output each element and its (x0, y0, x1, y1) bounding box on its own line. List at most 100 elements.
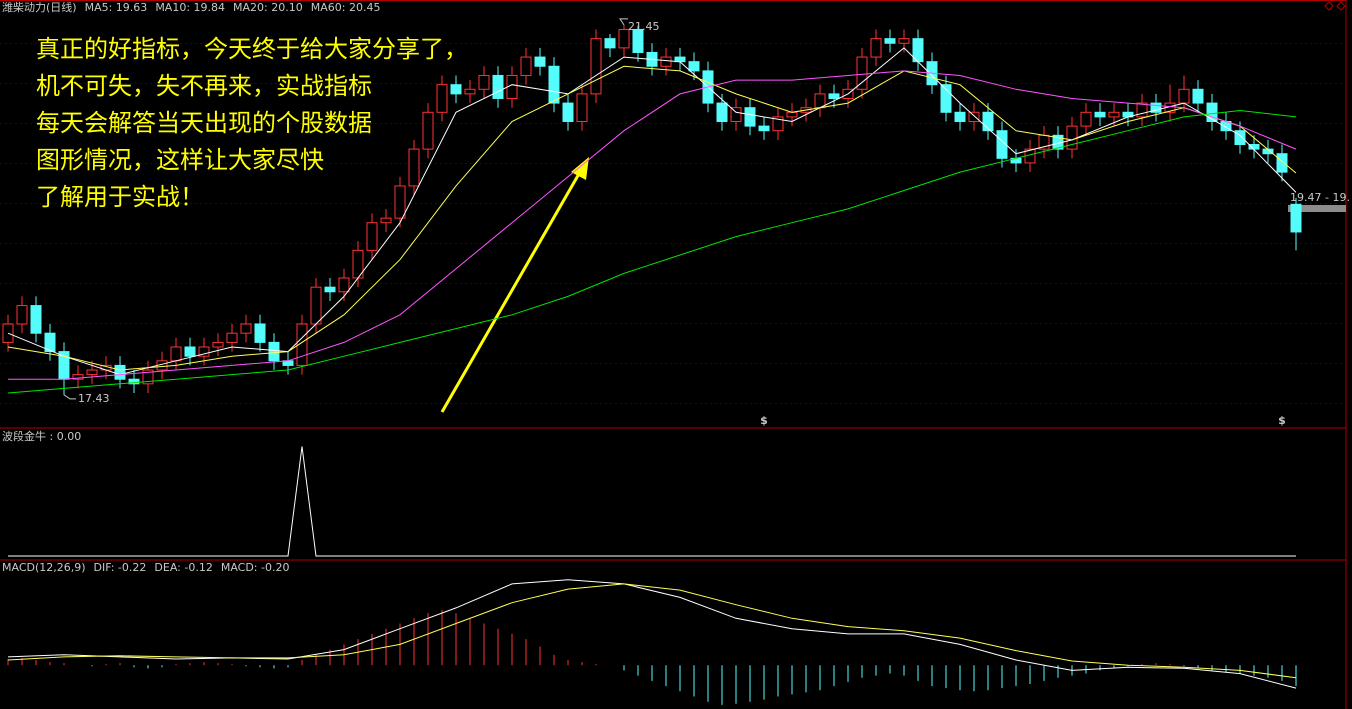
candle-body (2, 323, 14, 343)
ma-line (7, 65, 1297, 371)
candle-body (982, 111, 994, 132)
candle-body (1136, 102, 1148, 118)
candle-body (310, 286, 322, 325)
candle-body (184, 346, 196, 357)
candle-body (1234, 130, 1246, 146)
candle-body (380, 217, 392, 224)
candle-body (562, 102, 574, 122)
candle-body (758, 125, 770, 132)
candle-body (1248, 144, 1260, 150)
candle-body (786, 111, 798, 118)
candle-body (240, 323, 252, 334)
overlay-line: 真正的好指标，今天终于给大家分享了， (36, 35, 468, 63)
candle-body (954, 111, 966, 122)
candle-body (408, 148, 420, 187)
candle-body (996, 130, 1008, 159)
candle-body (212, 341, 224, 348)
candle-body (114, 364, 126, 380)
candle-body (16, 305, 28, 325)
legend-entry: MA60: 20.45 (311, 1, 381, 14)
candle-body (198, 346, 210, 357)
candle-body (772, 116, 784, 132)
overlay-line: 机不可失，失不再来，实战指标 (36, 72, 372, 100)
candle-body (464, 88, 476, 95)
candle-body (478, 74, 490, 90)
candle-body (30, 305, 42, 334)
low-leader (63, 394, 76, 400)
candle-body (1108, 111, 1120, 118)
candle-body (436, 84, 448, 113)
candle-body (170, 346, 182, 362)
candle-body (226, 332, 238, 343)
candle-body (1150, 102, 1162, 113)
candle-body (632, 28, 644, 53)
candle-body (72, 374, 84, 380)
legend-entry: MA5: 19.63 (85, 1, 148, 14)
ma-line (8, 70, 1297, 380)
price-tag-bar (1288, 205, 1346, 212)
macd-line (7, 583, 1297, 679)
indicator-line (8, 446, 1296, 557)
candle-body (576, 93, 588, 122)
legend-entry: DEA: -0.12 (154, 561, 212, 574)
candle-body (520, 56, 532, 76)
candle-body (296, 323, 308, 366)
candle-body (1094, 111, 1106, 118)
ma-line (7, 109, 1297, 394)
signal-mark: $ (760, 414, 768, 427)
candle-body (1192, 88, 1204, 104)
candle-body (450, 84, 462, 95)
price-tag: 19.47 - 19. (1290, 191, 1350, 204)
legend-entry: 潍柴动力(日线) (2, 0, 77, 14)
candle-body (716, 102, 728, 122)
candle-body (422, 111, 434, 150)
panel-title: 波段金牛 : 0.00 (2, 429, 81, 443)
candle-body (366, 222, 378, 251)
candle-body (86, 369, 98, 376)
overlay-text: 真正的好指标，今天终于给大家分享了， 机不可失，失不再来，实战指标每天会解答当天出… (36, 35, 468, 211)
signal-mark: $ (1278, 414, 1286, 427)
candle-body (1178, 88, 1190, 104)
overlay-line: 每天会解答当天出现的个股数据 (36, 109, 372, 137)
legend-entry: MACD(12,26,9) (2, 561, 86, 574)
candle-body (730, 107, 742, 122)
high-label: 21.45 (628, 20, 660, 33)
candle-body (394, 185, 406, 219)
candle-body (142, 369, 154, 385)
low-label: 17.43 (78, 392, 110, 405)
candle-body (618, 28, 630, 49)
overlay-line: 了解用于实战！ (36, 183, 204, 211)
candle-body (492, 74, 504, 99)
candle-body (884, 38, 896, 44)
candle-body (1206, 102, 1218, 122)
window-icons[interactable] (1324, 1, 1346, 11)
candle-body (590, 38, 602, 95)
legend-entry: MACD: -0.20 (221, 561, 290, 574)
candle-body (660, 56, 672, 67)
arrow-shaft (440, 171, 582, 413)
candle-body (856, 56, 868, 90)
candle-body (940, 84, 952, 113)
candle-body (1290, 203, 1302, 233)
candle-body (688, 61, 700, 72)
ma-line (7, 47, 1297, 376)
candle-body (968, 111, 980, 122)
grid-pattern (0, 20, 1345, 420)
candle-body (828, 93, 840, 99)
candle-body (44, 332, 56, 353)
candle-body (1276, 153, 1288, 173)
legend-entry: DIF: -0.22 (94, 561, 147, 574)
candle-body (548, 65, 560, 104)
candle-body (338, 277, 350, 293)
candle-body (604, 38, 616, 49)
candle-body (744, 107, 756, 127)
legend-entry: MA20: 20.10 (233, 1, 303, 14)
candle-body (534, 56, 546, 67)
candle-body (128, 378, 140, 385)
candle-body (898, 38, 910, 44)
candle-body (1080, 111, 1092, 127)
candle-body (870, 38, 882, 58)
legend-entry: MA10: 19.84 (155, 1, 225, 14)
